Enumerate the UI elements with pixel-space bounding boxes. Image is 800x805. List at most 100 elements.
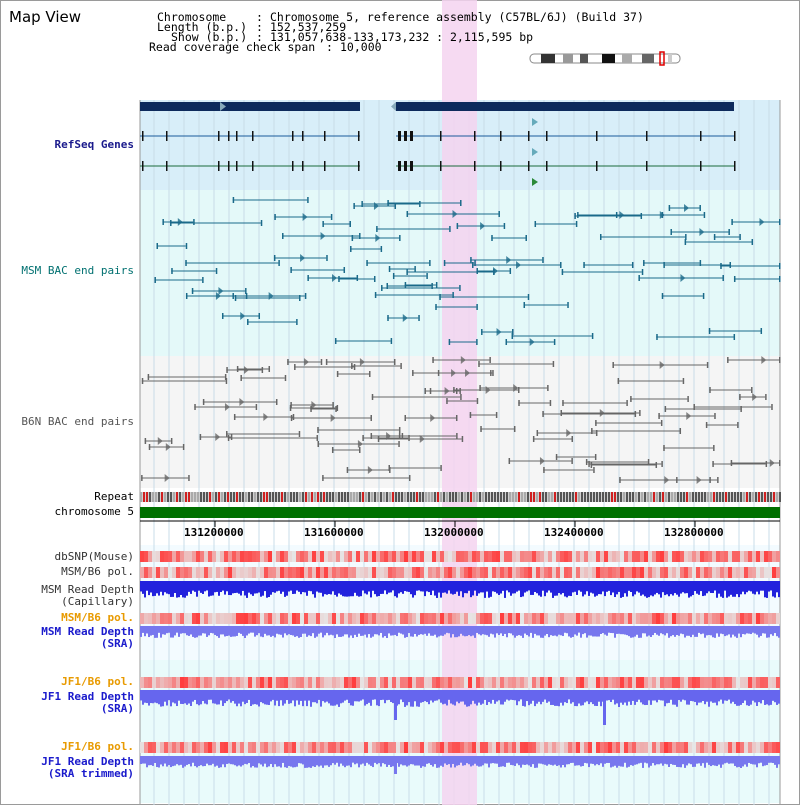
heat-cell bbox=[724, 567, 728, 578]
repeat-element bbox=[686, 492, 688, 502]
depth-bar bbox=[770, 581, 772, 591]
label-b6n-bac[interactable]: B6N BAC end pairs bbox=[21, 415, 134, 428]
depth-bar bbox=[446, 756, 448, 765]
label-repeat[interactable]: Repeat bbox=[94, 490, 134, 503]
repeat-element bbox=[695, 492, 697, 502]
heat-cell bbox=[480, 677, 484, 688]
heat-cell bbox=[288, 567, 292, 578]
repeat-element bbox=[353, 492, 355, 502]
depth-bar bbox=[666, 690, 668, 704]
depth-bar bbox=[572, 626, 574, 637]
heat-cell bbox=[260, 613, 264, 624]
b6n-bac-pairs-track[interactable] bbox=[141, 356, 781, 484]
depth-bar bbox=[396, 581, 398, 598]
heat-cell bbox=[444, 677, 448, 688]
heat-cell bbox=[692, 677, 696, 688]
depth-bar bbox=[474, 690, 476, 704]
heat-cell bbox=[444, 742, 448, 753]
depth-bar bbox=[258, 690, 260, 707]
repeat-element bbox=[224, 492, 226, 502]
repeat-element bbox=[587, 492, 589, 502]
label-refseq-genes[interactable]: RefSeq Genes bbox=[54, 138, 134, 151]
depth-bar bbox=[598, 756, 600, 766]
depth-bar bbox=[632, 690, 634, 701]
selection-highlight[interactable] bbox=[442, 0, 477, 805]
depth-bar bbox=[284, 626, 286, 634]
label-msm-depth-sra-1[interactable]: MSM Read Depth bbox=[41, 625, 134, 638]
heat-cell bbox=[684, 677, 688, 688]
label-msm-bac[interactable]: MSM BAC end pairs bbox=[21, 264, 134, 277]
repeat-element bbox=[227, 492, 229, 502]
heat-cell bbox=[184, 677, 188, 688]
heat-cell bbox=[244, 742, 248, 753]
heat-cell bbox=[284, 677, 288, 688]
repeat-element bbox=[578, 492, 580, 502]
repeat-element bbox=[749, 492, 751, 502]
heat-cell bbox=[572, 613, 576, 624]
depth-bar bbox=[302, 756, 304, 765]
label-msm-b6-pol-2[interactable]: MSM/B6 pol. bbox=[61, 611, 134, 624]
depth-spike bbox=[394, 756, 397, 774]
depth-bar bbox=[746, 581, 748, 593]
chromosome-ideogram[interactable] bbox=[529, 51, 681, 66]
depth-bar bbox=[740, 626, 742, 638]
depth-bar bbox=[614, 581, 616, 598]
depth-bar bbox=[206, 756, 208, 764]
label-msm-depth-capillary-1[interactable]: MSM Read Depth bbox=[41, 583, 134, 596]
depth-bar bbox=[680, 690, 682, 702]
b6n-end bbox=[727, 357, 729, 363]
depth-bar bbox=[734, 690, 736, 705]
read-depth-tracks[interactable] bbox=[140, 581, 780, 774]
exon bbox=[440, 131, 442, 141]
depth-bar bbox=[550, 626, 552, 636]
b6n-arrow bbox=[599, 409, 605, 417]
depth-bar bbox=[388, 581, 390, 593]
depth-bar bbox=[512, 756, 514, 766]
depth-bar bbox=[524, 756, 526, 765]
msm-bac-pairs-track[interactable] bbox=[154, 197, 781, 346]
depth-bar bbox=[468, 690, 470, 707]
depth-bar bbox=[222, 626, 224, 635]
depth-bar bbox=[160, 690, 162, 707]
label-chromosome[interactable]: chromosome 5 bbox=[54, 505, 134, 518]
refseq-gene-track[interactable] bbox=[140, 102, 736, 186]
depth-bar bbox=[560, 626, 562, 636]
chromosome-bar[interactable] bbox=[140, 507, 780, 518]
depth-bar bbox=[522, 581, 524, 597]
heatmap-tracks[interactable] bbox=[140, 551, 780, 753]
depth-bar bbox=[306, 626, 308, 637]
heat-cell bbox=[504, 742, 508, 753]
heat-cell bbox=[556, 613, 560, 624]
depth-bar bbox=[280, 756, 282, 768]
label-jf1-b6-pol-2[interactable]: JF1/B6 pol. bbox=[61, 740, 134, 753]
heat-cell bbox=[216, 742, 220, 753]
heat-cell bbox=[272, 613, 276, 624]
label-jf1-b6-pol[interactable]: JF1/B6 pol. bbox=[61, 675, 134, 688]
label-jf1-depth-sra-1[interactable]: JF1 Read Depth bbox=[41, 690, 134, 703]
b6n-end bbox=[639, 410, 641, 416]
heat-cell bbox=[676, 567, 680, 578]
heat-cell bbox=[292, 613, 296, 624]
depth-bar bbox=[144, 756, 146, 764]
heat-cell bbox=[576, 677, 580, 688]
heat-cell bbox=[472, 567, 476, 578]
label-dbsnp[interactable]: dbSNP(Mouse) bbox=[54, 550, 134, 563]
repeat-track[interactable] bbox=[140, 492, 781, 502]
depth-bar bbox=[206, 690, 208, 705]
label-jf1-trim-1[interactable]: JF1 Read Depth bbox=[41, 755, 134, 768]
depth-bar bbox=[376, 756, 378, 765]
label-msm-b6-pol[interactable]: MSM/B6 pol. bbox=[61, 565, 134, 578]
depth-bar bbox=[516, 626, 518, 636]
info-colon-4: : bbox=[326, 40, 333, 54]
depth-bar bbox=[704, 626, 706, 638]
msm-end bbox=[154, 277, 156, 283]
depth-bar bbox=[578, 756, 580, 766]
depth-bar bbox=[240, 581, 242, 596]
b6n-end bbox=[549, 400, 552, 406]
depth-bar bbox=[636, 581, 638, 592]
msm-end bbox=[452, 292, 454, 298]
depth-bar bbox=[704, 690, 706, 705]
heat-cell bbox=[748, 742, 752, 753]
msm-arrow bbox=[268, 292, 274, 300]
